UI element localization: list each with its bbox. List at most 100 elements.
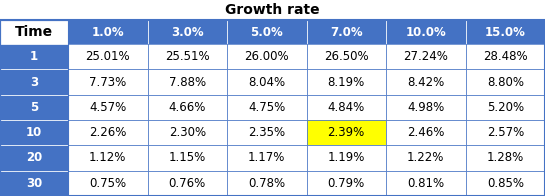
Text: 1.15%: 1.15% <box>168 152 206 164</box>
Bar <box>0 44 68 69</box>
Bar <box>68 145 148 171</box>
Bar <box>148 171 227 196</box>
Bar <box>68 171 148 196</box>
Text: 10: 10 <box>26 126 42 139</box>
Text: 2.46%: 2.46% <box>407 126 444 139</box>
Bar <box>0 20 68 44</box>
Bar <box>68 95 148 120</box>
Bar <box>227 44 306 69</box>
Bar <box>306 171 386 196</box>
Text: 20: 20 <box>26 152 42 164</box>
Text: 0.79%: 0.79% <box>328 177 365 190</box>
Text: 4.84%: 4.84% <box>328 101 365 114</box>
Text: 1.19%: 1.19% <box>328 152 365 164</box>
Text: 25.01%: 25.01% <box>86 50 130 63</box>
Bar <box>306 69 386 95</box>
Text: 3.0%: 3.0% <box>171 25 204 38</box>
Bar <box>227 69 306 95</box>
Text: Time: Time <box>15 25 53 39</box>
Bar <box>227 145 306 171</box>
Bar <box>386 44 465 69</box>
Text: 28.48%: 28.48% <box>483 50 528 63</box>
Text: 7.88%: 7.88% <box>169 75 206 89</box>
Text: 8.80%: 8.80% <box>487 75 524 89</box>
Bar <box>465 171 545 196</box>
Bar <box>0 145 68 171</box>
Text: 7.0%: 7.0% <box>330 25 362 38</box>
Bar <box>68 69 148 95</box>
Text: 0.76%: 0.76% <box>168 177 206 190</box>
Text: Growth rate: Growth rate <box>225 3 320 17</box>
Text: 27.24%: 27.24% <box>403 50 448 63</box>
Bar <box>386 20 465 44</box>
Text: 2.57%: 2.57% <box>487 126 524 139</box>
Bar <box>465 120 545 145</box>
Bar <box>306 44 386 69</box>
Bar <box>227 95 306 120</box>
Text: 4.57%: 4.57% <box>89 101 126 114</box>
Bar <box>386 171 465 196</box>
Bar <box>0 171 68 196</box>
Bar <box>465 95 545 120</box>
Text: 2.35%: 2.35% <box>248 126 286 139</box>
Text: 1.22%: 1.22% <box>407 152 444 164</box>
Text: 2.30%: 2.30% <box>169 126 206 139</box>
Bar <box>148 120 227 145</box>
Bar <box>306 95 386 120</box>
Bar <box>0 20 545 196</box>
Bar <box>68 120 148 145</box>
Bar <box>227 20 306 44</box>
Text: 4.75%: 4.75% <box>248 101 286 114</box>
Text: 0.78%: 0.78% <box>248 177 286 190</box>
Bar <box>465 145 545 171</box>
Bar <box>68 44 148 69</box>
Bar <box>148 145 227 171</box>
Text: 3: 3 <box>30 75 38 89</box>
Text: 0.85%: 0.85% <box>487 177 524 190</box>
Bar <box>306 20 386 44</box>
Text: 8.19%: 8.19% <box>328 75 365 89</box>
Text: 1.12%: 1.12% <box>89 152 126 164</box>
Bar <box>227 120 306 145</box>
Bar <box>68 20 148 44</box>
Bar <box>465 69 545 95</box>
Text: 30: 30 <box>26 177 42 190</box>
Text: 5.20%: 5.20% <box>487 101 524 114</box>
Text: 1.17%: 1.17% <box>248 152 286 164</box>
Bar <box>386 95 465 120</box>
Bar <box>148 44 227 69</box>
Bar <box>0 95 68 120</box>
Bar <box>386 120 465 145</box>
Text: 2.39%: 2.39% <box>328 126 365 139</box>
Text: 7.73%: 7.73% <box>89 75 126 89</box>
Text: 25.51%: 25.51% <box>165 50 210 63</box>
Bar <box>0 69 68 95</box>
Text: 8.04%: 8.04% <box>248 75 286 89</box>
Bar <box>306 120 386 145</box>
Bar <box>386 145 465 171</box>
Text: 0.81%: 0.81% <box>407 177 444 190</box>
Bar <box>0 20 68 196</box>
Bar <box>148 69 227 95</box>
Bar <box>0 120 68 145</box>
Text: 15.0%: 15.0% <box>485 25 526 38</box>
Bar <box>227 171 306 196</box>
Text: 4.66%: 4.66% <box>168 101 206 114</box>
Text: 5.0%: 5.0% <box>250 25 283 38</box>
Bar <box>148 20 227 44</box>
Text: 0.75%: 0.75% <box>89 177 126 190</box>
Text: 10.0%: 10.0% <box>405 25 446 38</box>
Bar <box>465 44 545 69</box>
Text: 26.00%: 26.00% <box>245 50 289 63</box>
Bar <box>306 145 386 171</box>
Text: 26.50%: 26.50% <box>324 50 368 63</box>
Text: 1.0%: 1.0% <box>92 25 124 38</box>
Text: 2.26%: 2.26% <box>89 126 126 139</box>
Bar <box>386 69 465 95</box>
Bar <box>148 95 227 120</box>
Text: 5: 5 <box>30 101 38 114</box>
Text: 1.28%: 1.28% <box>487 152 524 164</box>
Bar <box>465 20 545 44</box>
Text: 4.98%: 4.98% <box>407 101 444 114</box>
Text: 8.42%: 8.42% <box>407 75 444 89</box>
